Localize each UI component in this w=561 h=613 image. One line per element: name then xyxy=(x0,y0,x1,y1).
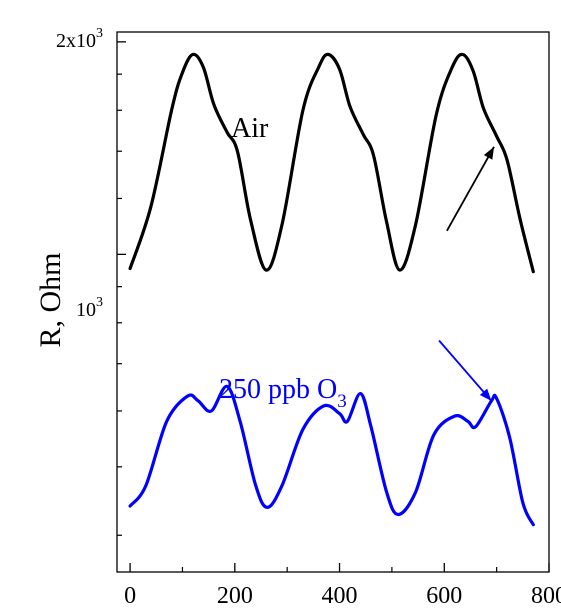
annotation-arrow-1 xyxy=(438,339,493,402)
series-line-0 xyxy=(128,52,535,274)
annotation-arrow-0 xyxy=(446,146,495,232)
x-tick-label-800: 800 xyxy=(531,583,561,609)
series-layer xyxy=(128,52,535,527)
x-tick-label-0: 0 xyxy=(124,583,136,609)
plot-frame xyxy=(116,31,550,573)
annotation-arrows xyxy=(438,146,495,402)
tick-layer: 0 200 400 600 800 xyxy=(117,41,561,609)
y-tick-label-2000: 2x103 xyxy=(56,26,103,52)
air-label: Air xyxy=(231,113,269,144)
series-line-1 xyxy=(128,384,535,527)
annotation-arrowhead-1 xyxy=(479,388,492,401)
y-axis-label: R, Ohm xyxy=(34,252,67,347)
x-tick-label-400: 400 xyxy=(322,583,358,609)
x-tick-label-200: 200 xyxy=(217,583,253,609)
ozone-label: 250 ppb O3 xyxy=(219,374,347,412)
annotation-arrowhead-0 xyxy=(483,146,495,160)
y-tick-label-1000: 103 xyxy=(76,295,103,321)
x-tick-label-600: 600 xyxy=(426,583,462,609)
